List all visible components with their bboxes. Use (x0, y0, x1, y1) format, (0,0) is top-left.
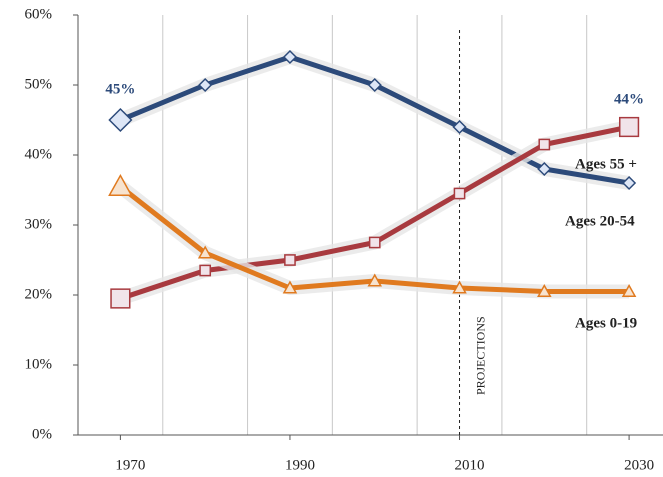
marker (110, 288, 131, 309)
marker (452, 119, 467, 135)
marker (618, 116, 640, 138)
y-tick-label: 0% (32, 426, 52, 442)
value-annotation: 45% (105, 81, 135, 97)
series-label: Ages 55 + (575, 156, 637, 172)
marker (108, 173, 133, 197)
y-tick-label: 40% (25, 146, 53, 162)
marker (453, 187, 466, 200)
series-label: Ages 20-54 (565, 213, 635, 229)
marker (282, 280, 298, 294)
marker (282, 49, 298, 65)
marker (367, 273, 383, 287)
marker (538, 138, 551, 151)
marker (452, 280, 467, 294)
series-label: Ages 0-19 (575, 315, 637, 331)
marker (537, 161, 552, 177)
marker (197, 245, 213, 259)
x-tick-label: 1990 (285, 457, 315, 473)
projections-label: PROJECTIONS (473, 316, 487, 395)
y-tick-label: 60% (25, 6, 53, 22)
marker (367, 77, 382, 93)
value-annotation: 44% (614, 91, 644, 107)
y-tick-label: 20% (25, 286, 53, 302)
series-line (119, 124, 630, 301)
x-tick-label: 2010 (455, 457, 485, 473)
marker (368, 236, 381, 249)
marker (621, 283, 637, 298)
y-tick-label: 50% (25, 76, 53, 92)
marker (199, 264, 212, 277)
marker (622, 175, 637, 191)
x-tick-label: 1970 (115, 457, 145, 473)
y-tick-label: 30% (25, 216, 53, 232)
series-halo (117, 50, 631, 190)
marker (198, 77, 213, 93)
y-tick-label: 10% (25, 356, 53, 372)
marker (108, 107, 133, 133)
marker (537, 283, 552, 298)
marker (284, 254, 296, 266)
x-tick-label: 2030 (624, 457, 654, 473)
